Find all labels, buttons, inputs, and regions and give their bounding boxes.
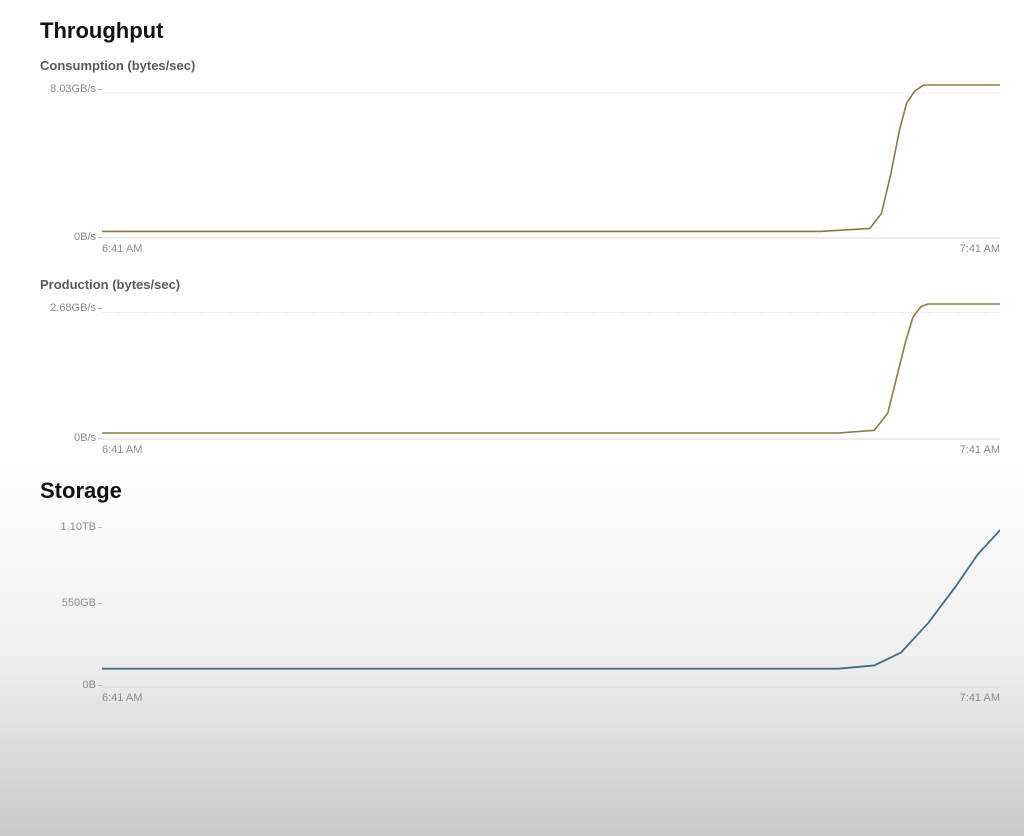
ytick-label: 0B [83, 679, 96, 691]
ytick-label: 1.10TB [61, 521, 96, 533]
x-start-label: 6:41 AM [102, 243, 142, 255]
production-subtitle: Production (bytes/sec) [40, 277, 1000, 292]
consumption-xaxis: 6:41 AM 7:41 AM [102, 239, 1000, 255]
consumption-yaxis: 8.03GB/s0B/s [40, 81, 102, 239]
storage-chart: 1.10TB 550GB 0B 6:41 AM 7:41 AM [40, 518, 1000, 704]
production-xaxis: 6:41 AM 7:41 AM [102, 440, 1000, 456]
ytick-label: 2.68GB/s [50, 302, 96, 314]
consumption-chart: Consumption (bytes/sec) 8.03GB/s0B/s 6:4… [40, 58, 1000, 255]
ytick-label: 0B/s [74, 432, 96, 444]
storage-yaxis: 1.10TB 550GB 0B [40, 518, 102, 688]
x-start-label: 6:41 AM [102, 692, 142, 704]
ytick-label: 0B/s [74, 231, 96, 243]
x-start-label: 6:41 AM [102, 444, 142, 456]
ytick-label: 550GB [62, 597, 96, 609]
consumption-subtitle: Consumption (bytes/sec) [40, 58, 1000, 73]
x-end-label: 7:41 AM [960, 243, 1000, 255]
x-end-label: 7:41 AM [960, 692, 1000, 704]
x-end-label: 7:41 AM [960, 444, 1000, 456]
storage-plot[interactable] [102, 518, 1000, 688]
consumption-plot[interactable] [102, 81, 1000, 239]
production-chart: Production (bytes/sec) 2.68GB/s0B/s 6:41… [40, 277, 1000, 456]
storage-heading: Storage [40, 478, 1000, 504]
throughput-heading: Throughput [40, 18, 1000, 44]
ytick-label: 8.03GB/s [50, 83, 96, 95]
metrics-page: Throughput Consumption (bytes/sec) 8.03G… [0, 0, 1024, 704]
storage-xaxis: 6:41 AM 7:41 AM [102, 688, 1000, 704]
production-yaxis: 2.68GB/s0B/s [40, 300, 102, 440]
production-plot[interactable] [102, 300, 1000, 440]
